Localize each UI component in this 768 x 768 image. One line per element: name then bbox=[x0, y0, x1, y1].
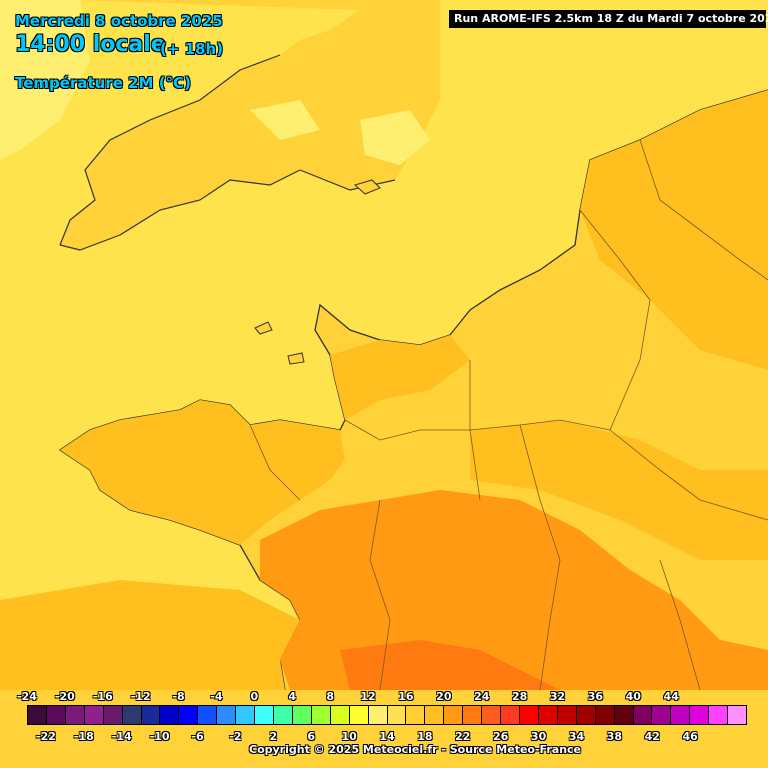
region-border bbox=[249, 139, 768, 691]
scale-cell bbox=[255, 706, 274, 724]
scale-label-bottom: -18 bbox=[73, 730, 94, 743]
scale-cell bbox=[690, 706, 710, 724]
scale-cell bbox=[538, 706, 558, 724]
scale-label-bottom: 46 bbox=[682, 730, 698, 743]
scale-cell bbox=[368, 706, 388, 724]
cool-corner bbox=[0, 0, 90, 160]
scale-label-top: -20 bbox=[54, 690, 75, 703]
scale-label-bottom: -6 bbox=[191, 730, 204, 743]
scale-cell bbox=[652, 706, 672, 724]
scale-label-bottom: -2 bbox=[229, 730, 242, 743]
scale-label-bottom: 6 bbox=[307, 730, 316, 743]
scale-label-top: 32 bbox=[549, 690, 566, 703]
scale-cell bbox=[595, 706, 615, 724]
scale-label-top: 20 bbox=[436, 690, 452, 703]
scale-label-bottom: 10 bbox=[341, 730, 357, 743]
scale-label-top: 24 bbox=[474, 690, 490, 703]
scale-cell bbox=[444, 706, 464, 724]
scale-cell bbox=[122, 706, 142, 724]
scale-cell bbox=[65, 706, 85, 724]
cool-patch bbox=[250, 100, 320, 140]
scale-label-top: -12 bbox=[130, 690, 151, 703]
warm-zone bbox=[0, 580, 300, 690]
scale-cell bbox=[84, 706, 104, 724]
scale-cell bbox=[292, 706, 312, 724]
scale-label-bottom: 34 bbox=[568, 730, 585, 743]
scale-label-bottom: 38 bbox=[606, 730, 623, 743]
scale-cell bbox=[349, 706, 369, 724]
scale-cell bbox=[28, 706, 47, 724]
scale-cell bbox=[330, 706, 350, 724]
scale-label-bottom: -10 bbox=[149, 730, 170, 743]
scale-label-top: 4 bbox=[288, 690, 297, 703]
scale-label-top: 16 bbox=[398, 690, 414, 703]
scale-cell bbox=[709, 706, 729, 724]
scale-cell bbox=[633, 706, 653, 724]
scale-cell bbox=[671, 706, 691, 724]
scale-cell bbox=[273, 706, 293, 724]
warm-zone bbox=[580, 90, 768, 370]
scale-cell bbox=[576, 706, 596, 724]
scale-cell bbox=[463, 706, 483, 724]
scale-label-bottom: 14 bbox=[379, 730, 395, 743]
england-coastline bbox=[59, 54, 396, 251]
scale-cell bbox=[141, 706, 161, 724]
scale-label-top: 40 bbox=[625, 690, 641, 703]
scale-cell bbox=[160, 706, 180, 724]
scale-label-top: -4 bbox=[210, 690, 223, 703]
scale-label-top: 44 bbox=[663, 690, 679, 703]
warm-zone bbox=[60, 400, 345, 545]
island bbox=[287, 352, 305, 365]
scale-cell bbox=[501, 706, 520, 724]
forecast-date: Mercredi 8 octobre 2025 bbox=[15, 12, 223, 30]
parameter-title: Température 2M (°C) bbox=[15, 74, 191, 92]
scale-cell bbox=[387, 706, 407, 724]
scale-label-top: 8 bbox=[326, 690, 334, 703]
scale-label-bottom: 2 bbox=[269, 730, 278, 743]
color-scale-bar bbox=[27, 705, 747, 725]
scale-cell bbox=[46, 706, 66, 724]
scale-label-top: -16 bbox=[92, 690, 113, 703]
run-info-banner: Run AROME-IFS 2.5km 18 Z du Mardi 7 octo… bbox=[449, 10, 768, 28]
scale-cell bbox=[482, 706, 502, 724]
hottest-zone bbox=[340, 640, 560, 690]
scale-cell bbox=[519, 706, 539, 724]
scale-cell bbox=[236, 706, 256, 724]
scale-label-top: -8 bbox=[172, 690, 185, 703]
scale-label-bottom: 22 bbox=[455, 730, 471, 743]
scale-cell bbox=[557, 706, 577, 724]
scale-cell bbox=[425, 706, 445, 724]
scale-label-top: -24 bbox=[17, 690, 37, 703]
scale-cell bbox=[728, 706, 747, 724]
scale-label-bottom: 26 bbox=[493, 730, 509, 743]
scale-cell bbox=[614, 706, 634, 724]
scale-label-top: 36 bbox=[587, 690, 604, 703]
forecast-lead-time: (+ 18h) bbox=[160, 40, 224, 58]
scale-label-top: 12 bbox=[360, 690, 376, 703]
scale-cell bbox=[406, 706, 426, 724]
scale-label-top: 0 bbox=[250, 690, 259, 703]
cool-patch bbox=[360, 110, 430, 165]
warm-zone bbox=[470, 420, 768, 560]
scale-label-bottom: -14 bbox=[111, 730, 132, 743]
forecast-time: 14:00 locale bbox=[15, 32, 166, 57]
scale-label-bottom: 42 bbox=[644, 730, 660, 743]
island bbox=[354, 179, 381, 195]
island bbox=[254, 321, 273, 335]
copyright-text: Copyright © 2025 Meteociel.fr - Source M… bbox=[249, 743, 582, 756]
scale-label-top: 28 bbox=[511, 690, 528, 703]
scale-label-bottom: -22 bbox=[36, 730, 56, 743]
scale-cell bbox=[311, 706, 331, 724]
scale-cell bbox=[103, 706, 123, 724]
warm-zone bbox=[330, 335, 470, 420]
scale-cell bbox=[179, 706, 199, 724]
scale-label-bottom: 30 bbox=[530, 730, 547, 743]
scale-cell bbox=[198, 706, 218, 724]
scale-label-bottom: 18 bbox=[417, 730, 433, 743]
scale-cell bbox=[217, 706, 237, 724]
